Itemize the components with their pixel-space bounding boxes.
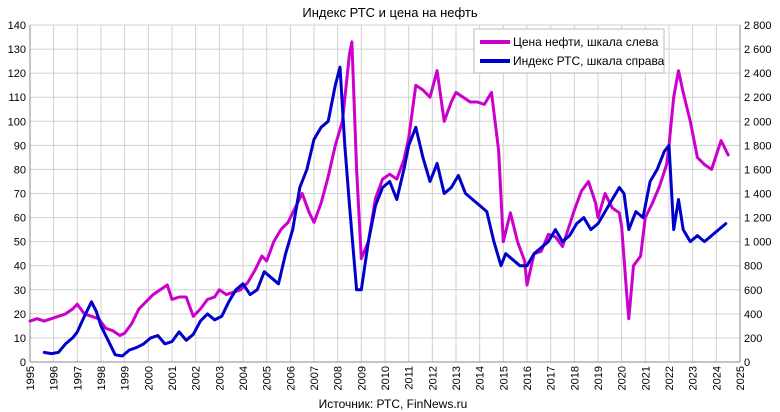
x-tick-label: 2021 — [640, 366, 652, 390]
x-tick-label: 1995 — [25, 366, 37, 390]
chart-source: Источник: РТС, FinNews.ru — [319, 397, 468, 411]
y-left-tick-label: 30 — [14, 285, 26, 297]
x-tick-label: 1996 — [49, 366, 61, 390]
x-tick-label: 2020 — [617, 366, 629, 390]
legend-label-rts: Индекс РТС, шкала справа — [513, 54, 665, 68]
y-right-tick-label: 600 — [744, 285, 762, 297]
x-tick-label: 2011 — [404, 366, 416, 390]
legend-box — [473, 28, 665, 74]
x-tick-label: 2000 — [143, 366, 155, 390]
y-right-tick-label: 0 — [744, 357, 750, 369]
x-tick-label: 1997 — [72, 366, 84, 390]
y-left-tick-label: 0 — [20, 357, 26, 369]
oil-price-line — [28, 40, 730, 337]
x-tick-label: 2022 — [664, 366, 676, 390]
y-right-tick-label: 1 000 — [744, 237, 772, 249]
y-left-tick-labels: 0 10 20 30 40 50 60 70 80 90 100 110 120 130 140 — [8, 20, 26, 369]
y-right-tick-labels: 0 200 400 600 800 1 000 1 200 1 400 1 600 1 800 2 … — [744, 20, 772, 369]
x-tick-label: 2005 — [262, 366, 274, 390]
x-tick-label: 2017 — [546, 366, 558, 390]
y-right-tick-label: 2 000 — [744, 116, 772, 128]
y-left-tick-label: 100 — [8, 116, 26, 128]
y-right-tick-label: 2 800 — [744, 20, 772, 32]
y-left-tick-label: 10 — [14, 333, 26, 345]
y-right-tick-label: 2 600 — [744, 44, 772, 56]
y-left-tick-label: 110 — [8, 92, 26, 104]
x-tick-label: 2007 — [309, 366, 321, 390]
x-tick-label: 2003 — [214, 366, 226, 390]
x-tick-label: 2006 — [285, 366, 297, 390]
y-left-tick-label: 120 — [8, 68, 26, 80]
x-tick-label: 2010 — [380, 366, 392, 390]
y-left-tick-label: 140 — [8, 20, 26, 32]
y-right-tick-label: 2 200 — [744, 92, 772, 104]
y-left-tick-label: 80 — [14, 164, 26, 176]
y-left-tick-label: 90 — [14, 140, 26, 152]
y-right-tick-label: 200 — [744, 333, 762, 345]
y-left-tick-label: 20 — [14, 309, 26, 321]
y-right-tick-label: 1 800 — [744, 140, 772, 152]
rts-index-line — [42, 65, 728, 358]
x-tick-label: 2024 — [711, 366, 723, 390]
x-tick-label: 2018 — [569, 366, 581, 390]
y-left-tick-label: 70 — [14, 189, 26, 201]
legend-label-oil: Цена нефти, шкала слева — [513, 35, 659, 49]
x-tick-label: 2023 — [688, 366, 700, 390]
y-right-tick-label: 1 400 — [744, 189, 772, 201]
x-tick-labels: 1995 1996 1997 1998 1999 2000 2001 2002 2003 2004… — [25, 366, 747, 390]
x-tick-label: 2004 — [238, 366, 250, 390]
y-right-tick-label: 1 600 — [744, 164, 772, 176]
x-tick-label: 1998 — [96, 366, 108, 390]
x-tick-label: 2002 — [191, 366, 203, 390]
x-tick-label: 2012 — [427, 366, 439, 390]
y-right-tick-label: 1 200 — [744, 213, 772, 225]
x-tick-label: 2001 — [167, 366, 179, 390]
x-tick-label: 2014 — [475, 366, 487, 390]
y-left-tick-label: 50 — [14, 237, 26, 249]
series-lines — [28, 40, 730, 358]
y-right-tick-label: 800 — [744, 261, 762, 273]
y-left-tick-label: 60 — [14, 213, 26, 225]
y-left-tick-label: 130 — [8, 44, 26, 56]
x-tick-label: 2015 — [498, 366, 510, 390]
x-tick-label: 2016 — [522, 366, 534, 390]
x-tick-label: 2013 — [451, 366, 463, 390]
axes — [29, 25, 741, 363]
x-tick-label: 2025 — [735, 366, 747, 390]
x-tick-label: 2009 — [356, 366, 368, 390]
y-right-tick-label: 400 — [744, 309, 762, 321]
legend: Цена нефти, шкала слева Индекс РТС, шкал… — [473, 28, 665, 74]
x-tick-label: 2019 — [593, 366, 605, 390]
y-left-tick-label: 40 — [14, 261, 26, 273]
x-tick-label: 2008 — [333, 366, 345, 390]
chart-title: Индекс РТС и цена на нефть — [302, 5, 478, 20]
x-tick-label: 1999 — [120, 366, 132, 390]
y-right-tick-label: 2 400 — [744, 68, 772, 80]
